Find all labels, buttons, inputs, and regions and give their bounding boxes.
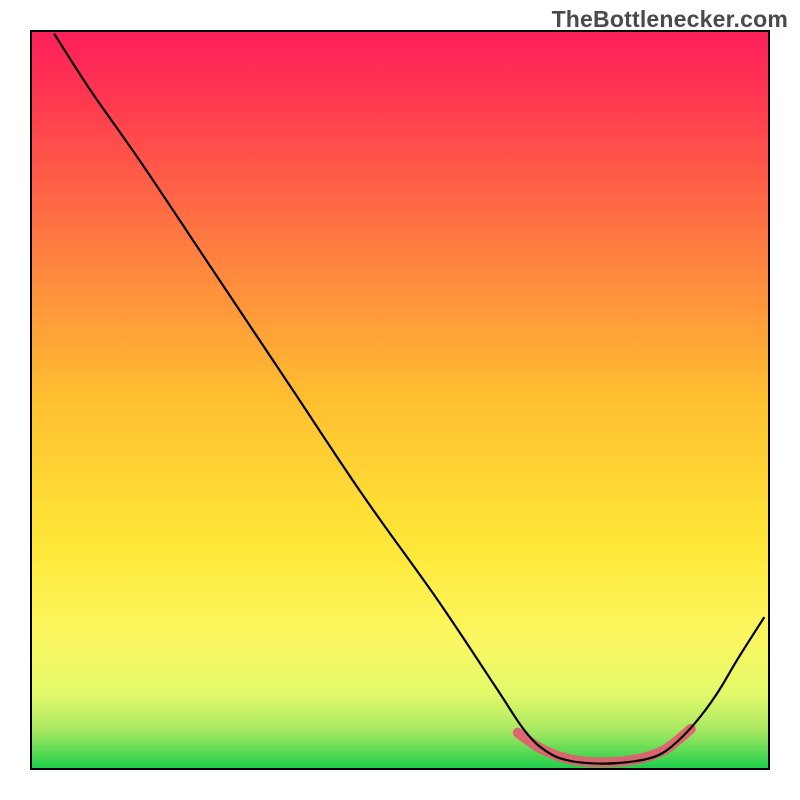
watermark: TheBottlenecker.com (552, 6, 788, 33)
bottleneck-band (518, 729, 691, 762)
bottleneck-curve (54, 33, 764, 763)
chart-container: TheBottlenecker.com (0, 0, 800, 800)
plot-frame (30, 30, 770, 770)
plot-curves (32, 32, 768, 768)
